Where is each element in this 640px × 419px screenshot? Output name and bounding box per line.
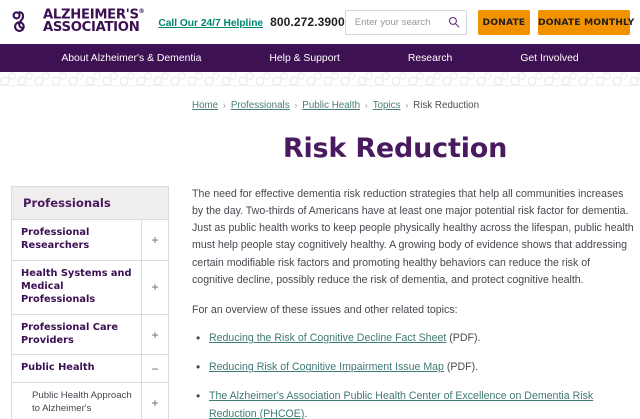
logo-line-1: ALZHEIMER'S® — [43, 7, 145, 23]
main-navigation: About Alzheimer's & Dementia Help & Supp… — [0, 44, 640, 72]
breadcrumb-item-professionals[interactable]: Professionals — [230, 100, 290, 111]
search-input[interactable] — [354, 16, 448, 28]
search-icon[interactable] — [448, 16, 460, 28]
sidebar-item-label: Professional Care Providers — [21, 321, 119, 346]
site-logo[interactable]: ALZHEIMER'S® ASSOCIATION — [12, 7, 145, 36]
nav-item-research[interactable]: Research — [407, 52, 453, 64]
nav-item-about[interactable]: About Alzheimer's & Dementia — [61, 52, 202, 64]
list-item: Reducing Risk of Cognitive Impairment Is… — [192, 358, 634, 378]
breadcrumb-separator: › — [294, 101, 298, 110]
link-cognitive-impairment-issue-map[interactable]: Reducing Risk of Cognitive Impairment Is… — [209, 361, 444, 374]
resource-link-list: Reducing the Risk of Cognitive Decline F… — [192, 329, 634, 419]
donate-button[interactable]: DONATE — [477, 9, 530, 35]
sidebar-navigation: Professionals Professional Researchers +… — [11, 186, 169, 419]
sidebar-item-label: Health Systems and Medical Professionals — [21, 267, 132, 305]
breadcrumb-item-public-health[interactable]: Public Health — [302, 100, 361, 111]
search-box[interactable] — [344, 9, 467, 35]
main-content: The need for effective dementia risk red… — [169, 186, 640, 419]
donate-monthly-button[interactable]: DONATE MONTHLY — [538, 9, 634, 35]
decorative-pattern-band — [0, 72, 640, 86]
link-suffix: (PDF). — [443, 361, 479, 374]
breadcrumb-separator: › — [365, 101, 368, 110]
sidebar-item-professional-care-providers[interactable]: Professional Care Providers + — [12, 314, 168, 356]
breadcrumb-separator: › — [223, 101, 226, 110]
intro-paragraph: The need for effective dementia risk red… — [192, 188, 634, 286]
helpline-link[interactable]: Call Our 24/7 Helpline — [158, 18, 264, 29]
list-item: Reducing the Risk of Cognitive Decline F… — [192, 329, 634, 349]
nav-item-help-support[interactable]: Help & Support — [269, 52, 340, 64]
link-suffix: (PDF). — [446, 332, 481, 345]
expand-plus-icon[interactable]: + — [141, 220, 168, 260]
utility-header: ALZHEIMER'S® ASSOCIATION Call Our 24/7 H… — [0, 0, 640, 44]
breadcrumb-separator: › — [405, 101, 409, 110]
sidebar-item-label: Professional Researchers — [21, 227, 90, 251]
logo-line-2: ASSOCIATION — [43, 20, 140, 36]
breadcrumb: Home › Professionals › Public Health › T… — [0, 86, 640, 111]
page-layout: Professionals Professional Researchers +… — [0, 164, 640, 419]
nav-item-get-involved[interactable]: Get Involved — [520, 52, 579, 64]
breadcrumb-current: Risk Reduction — [413, 100, 480, 111]
helpline-number[interactable]: 800.272.3900 — [270, 15, 345, 29]
expand-plus-icon[interactable]: + — [141, 383, 168, 419]
sidebar-header: Professionals — [12, 187, 168, 220]
helpline-block: Call Our 24/7 Helpline 800.272.3900 — [158, 15, 344, 29]
sidebar-item-public-health-approach[interactable]: Public Health Approach to Alzheimer's + — [12, 383, 168, 419]
sidebar-item-public-health[interactable]: Public Health − — [12, 355, 168, 384]
sidebar-item-label: Public Health — [21, 362, 95, 374]
expand-plus-icon[interactable]: + — [141, 260, 168, 314]
alzheimers-association-logo-icon — [12, 11, 25, 32]
sidebar-item-label: Public Health Approach to Alzheimer's — [32, 390, 132, 415]
sidebar-item-health-systems[interactable]: Health Systems and Medical Professionals… — [12, 260, 168, 315]
breadcrumb-item-home[interactable]: Home — [192, 100, 219, 111]
sidebar-item-professional-researchers[interactable]: Professional Researchers + — [12, 220, 168, 261]
link-suffix: . — [304, 407, 308, 419]
list-item: The Alzheimer's Association Public Healt… — [192, 387, 634, 419]
overview-paragraph: For an overview of these issues and othe… — [192, 303, 458, 316]
expand-plus-icon[interactable]: + — [141, 314, 168, 355]
collapse-minus-icon[interactable]: − — [141, 355, 168, 383]
link-cognitive-decline-fact-sheet[interactable]: Reducing the Risk of Cognitive Decline F… — [209, 332, 447, 345]
breadcrumb-item-topics[interactable]: Topics — [372, 100, 401, 111]
link-phcoe[interactable]: The Alzheimer's Association Public Healt… — [209, 390, 594, 419]
page-title: Risk Reduction — [282, 133, 508, 164]
